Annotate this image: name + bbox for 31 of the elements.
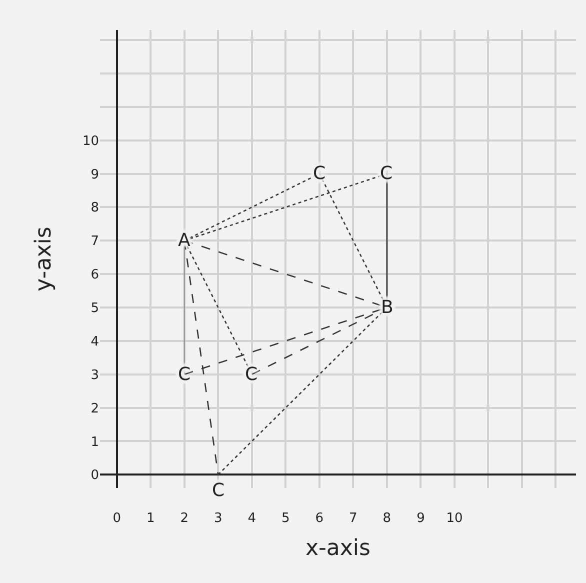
annotation: C <box>380 163 393 184</box>
y-tick-label: 0 <box>90 468 99 484</box>
y-tick-label: 3 <box>90 368 99 383</box>
y-tick-label: 7 <box>90 234 99 250</box>
y-tick-label: 5 <box>90 301 99 316</box>
annotation: C <box>313 163 326 184</box>
x-tick-label: 8 <box>382 511 392 526</box>
annotation: A <box>178 230 191 251</box>
annotation: B <box>381 297 394 318</box>
x-axis-title: x-axis <box>305 536 371 561</box>
x-tick-label: 1 <box>146 511 155 526</box>
x-tick-label: 2 <box>180 511 189 526</box>
x-tick-label: 5 <box>282 511 290 526</box>
x-tick-label: 7 <box>349 511 358 526</box>
annotation: C <box>245 364 258 385</box>
y-tick-label: 8 <box>90 200 99 216</box>
x-tick-label: 9 <box>416 511 425 526</box>
annotation: C <box>178 364 191 385</box>
y-tick-label: 9 <box>90 167 99 182</box>
x-tick-label: 6 <box>315 511 324 526</box>
annotation: C <box>212 480 225 501</box>
x-tick-label: 4 <box>248 511 256 526</box>
y-tick-label: 4 <box>90 334 99 350</box>
x-tick-label: 3 <box>214 511 222 526</box>
y-tick-label: 6 <box>90 268 99 283</box>
x-tick-label: 10 <box>446 511 463 526</box>
y-axis-title: y-axis <box>31 226 56 292</box>
x-tick-label: 0 <box>112 511 122 526</box>
y-tick-label: 1 <box>90 434 99 450</box>
y-tick-label: 10 <box>82 134 99 149</box>
y-tick-label: 2 <box>90 401 99 416</box>
